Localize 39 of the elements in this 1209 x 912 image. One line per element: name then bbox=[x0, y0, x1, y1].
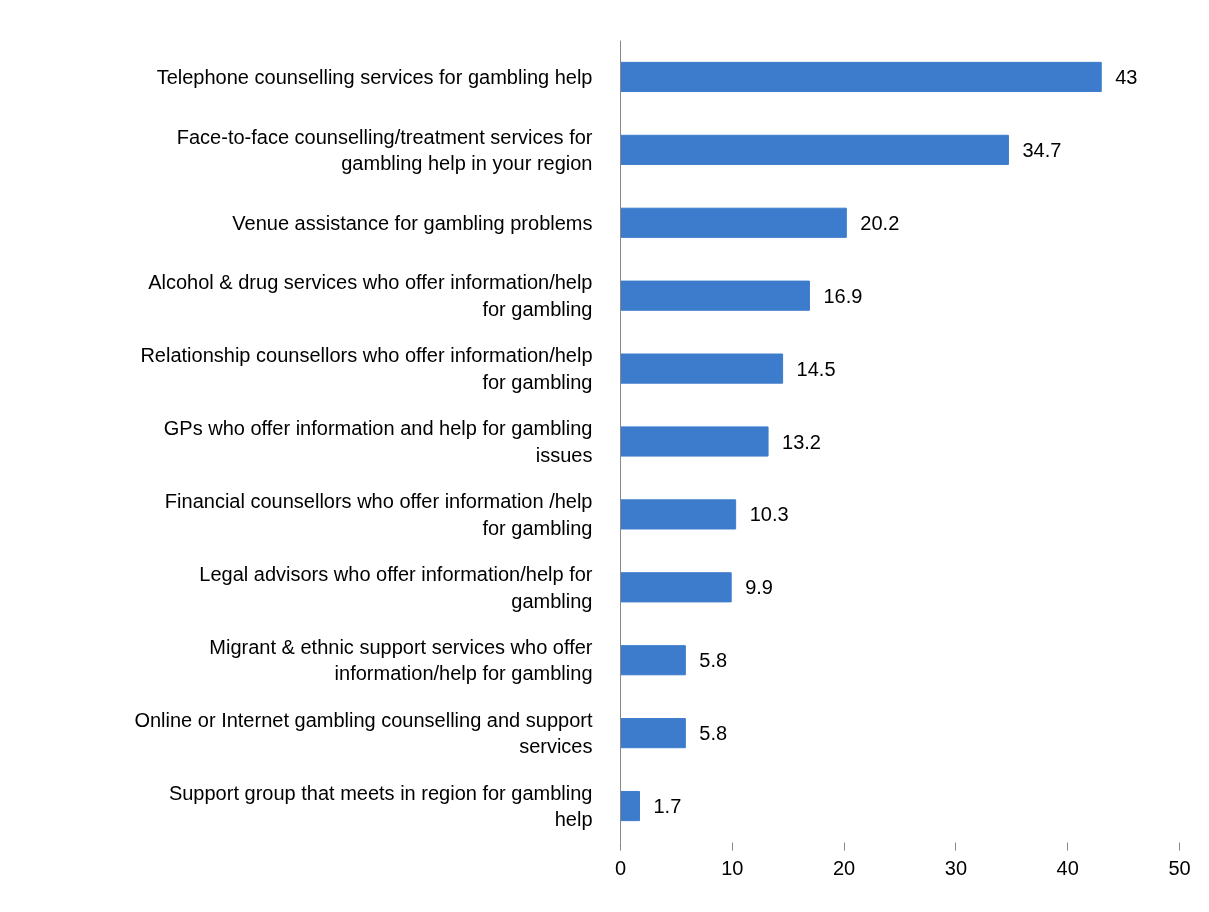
bar bbox=[620, 718, 686, 749]
data-label: 34.7 bbox=[1022, 138, 1062, 161]
y-tick-label: Online or Internet gambling counselling and support services bbox=[134, 708, 593, 758]
x-tick-label: 50 bbox=[1168, 856, 1191, 879]
y-tick-label: Telephone counselling services for gambling help bbox=[156, 65, 593, 88]
x-tick-label: 30 bbox=[944, 856, 968, 879]
data-label: 10.3 bbox=[749, 503, 789, 526]
data-label: 5.8 bbox=[699, 649, 728, 672]
y-tick-label: Face-to-face counselling/treatment services for gambling help in your region bbox=[176, 125, 593, 175]
data-label: 13.2 bbox=[782, 430, 822, 453]
bar bbox=[620, 426, 769, 457]
bar bbox=[620, 207, 847, 238]
y-tick-label: Migrant & ethnic support services who offer information/help for gambling bbox=[209, 636, 593, 685]
y-tick-label: GPs who offer information and help for gambling issues bbox=[163, 417, 593, 466]
y-tick-label: Venue assistance for gambling problems bbox=[232, 211, 593, 234]
bar bbox=[620, 790, 641, 822]
x-tick-label: 0 bbox=[614, 856, 627, 879]
data-label: 16.9 bbox=[823, 284, 863, 307]
bar bbox=[620, 645, 686, 676]
data-label: 5.8 bbox=[699, 722, 728, 745]
y-tick-label: Legal advisors who offer information/help for gambling bbox=[199, 563, 593, 612]
x-tick-label: 10 bbox=[721, 856, 744, 879]
data-label: 43 bbox=[1115, 65, 1138, 88]
data-label: 14.5 bbox=[796, 357, 836, 380]
y-tick-label: Financial counsellors who offer information /help for gambling bbox=[164, 490, 593, 539]
bar bbox=[620, 572, 732, 603]
bar bbox=[620, 134, 1009, 165]
data-label: 20.2 bbox=[860, 211, 900, 234]
y-tick-label: Relationship counsellors who offer information/help for gambling bbox=[140, 344, 593, 393]
bar bbox=[620, 499, 737, 530]
bar bbox=[620, 61, 1102, 93]
x-tick-label: 20 bbox=[832, 856, 856, 879]
data-label: 1.7 bbox=[653, 795, 682, 818]
data-label: 9.9 bbox=[745, 576, 773, 599]
x-tick-label: 40 bbox=[1056, 856, 1079, 879]
bar bbox=[620, 353, 784, 384]
y-tick-label: Support group that meets in region for gambling help bbox=[168, 781, 593, 831]
y-tick-label: Alcohol & drug services who offer information/help for gambling bbox=[148, 271, 593, 320]
bar bbox=[620, 280, 810, 311]
